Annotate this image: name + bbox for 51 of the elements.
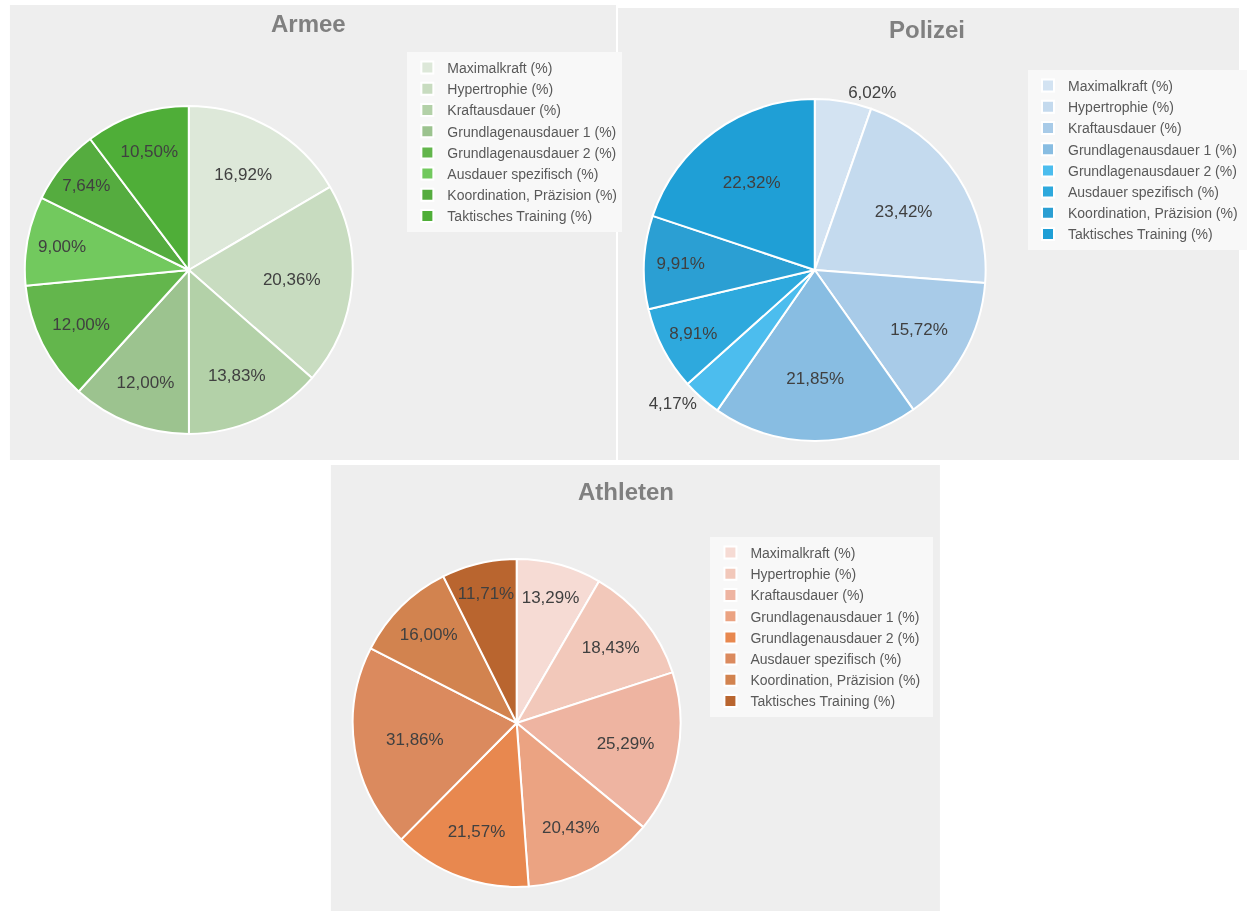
legend-label: Hypertrophie (%) xyxy=(750,566,865,583)
data-label: 22,32% xyxy=(722,172,781,192)
data-label: 21,57% xyxy=(447,822,506,842)
data-label: 8,91% xyxy=(669,323,718,343)
legend-label: Maximalkraft (%) xyxy=(750,545,864,562)
legend-label: Koordination, Präzision (%) xyxy=(447,187,618,204)
legend-label: Kraftausdauer (%) xyxy=(1068,120,1186,137)
chart-title: Armee xyxy=(271,10,346,37)
data-label: 10,50% xyxy=(120,142,179,162)
legend-label: Taktisches Training (%) xyxy=(750,693,903,710)
data-label: 21,85% xyxy=(786,369,845,389)
data-label: 18,43% xyxy=(581,637,640,657)
data-label: 25,29% xyxy=(596,734,655,754)
legend-label: Hypertrophie (%) xyxy=(447,81,554,98)
data-label: 15,72% xyxy=(890,319,948,339)
legend-label: Taktisches Training (%) xyxy=(447,208,593,225)
data-label: 13,29% xyxy=(521,587,580,607)
legend-label: Grundlagenausdauer 1 (%) xyxy=(1068,141,1241,158)
legend-label: Koordination, Präzision (%) xyxy=(750,672,928,689)
data-label: 16,92% xyxy=(214,165,273,185)
data-label: 9,91% xyxy=(656,254,705,274)
legend-label: Kraftausdauer (%) xyxy=(447,102,561,119)
chart-title: Athleten xyxy=(578,478,674,505)
data-label: 6,02% xyxy=(848,82,897,102)
legend-label: Ausdauer spezifisch (%) xyxy=(1068,184,1223,201)
data-label: 11,71% xyxy=(457,583,515,603)
legend-label: Ausdauer spezifisch (%) xyxy=(750,651,910,668)
legend-label: Hypertrophie (%) xyxy=(1068,99,1178,116)
data-label: 9,00% xyxy=(37,237,87,257)
data-label: 31,86% xyxy=(386,729,444,749)
legend-label: Maximalkraft (%) xyxy=(1068,78,1177,95)
legend-label: Grundlagenausdauer 2 (%) xyxy=(750,629,928,646)
data-label: 4,17% xyxy=(648,393,697,413)
data-label: 20,36% xyxy=(262,270,321,290)
legend-label: Kraftausdauer (%) xyxy=(750,587,872,604)
data-label: 13,83% xyxy=(207,366,266,386)
legend-label: Grundlagenausdauer 2 (%) xyxy=(1068,162,1241,179)
data-label: 23,42% xyxy=(874,202,933,222)
chart-title: Polizei xyxy=(889,16,966,43)
legend-label: Taktisches Training (%) xyxy=(1068,226,1217,243)
data-label: 12,00% xyxy=(116,372,175,392)
data-label: 12,00% xyxy=(52,314,110,334)
legend-label: Grundlagenausdauer 2 (%) xyxy=(447,144,617,161)
legend-label: Maximalkraft (%) xyxy=(447,60,553,77)
data-label: 20,43% xyxy=(541,817,600,837)
legend-label: Grundlagenausdauer 1 (%) xyxy=(750,608,928,625)
legend-label: Grundlagenausdauer 1 (%) xyxy=(447,123,617,140)
data-label: 16,00% xyxy=(399,624,458,644)
data-label: 7,64% xyxy=(62,175,111,195)
legend-label: Ausdauer spezifisch (%) xyxy=(447,166,599,183)
legend-label: Koordination, Präzision (%) xyxy=(1068,205,1242,222)
